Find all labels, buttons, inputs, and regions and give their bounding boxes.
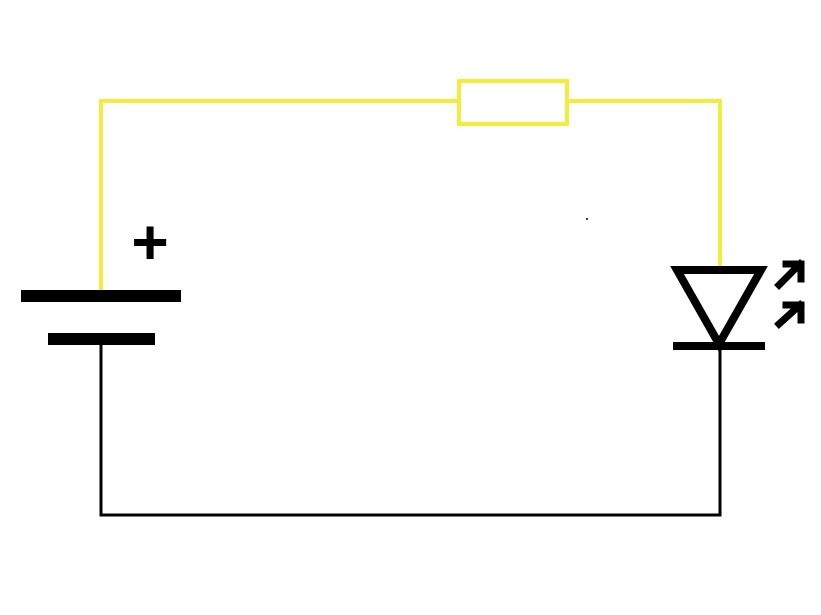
stray-dot (586, 218, 588, 220)
arrow-up-right-icon (774, 300, 805, 329)
resistor (457, 79, 569, 126)
positive-wire (99, 79, 722, 294)
led-cathode-bar (673, 342, 765, 350)
battery-plus-sign: + (131, 206, 168, 278)
led-light-arrows (774, 259, 805, 329)
battery-short-plate (48, 333, 155, 345)
arrow-up-right-icon (774, 259, 805, 290)
wire-resistor-to-led (565, 99, 722, 270)
wire-battery-to-resistor (99, 99, 461, 294)
negative-wire (99, 338, 722, 517)
battery-long-plate (21, 290, 181, 302)
battery: + (21, 206, 181, 345)
led-diode-triangle (670, 266, 768, 353)
led (670, 259, 805, 353)
wire-battery-to-led-return (99, 338, 722, 517)
